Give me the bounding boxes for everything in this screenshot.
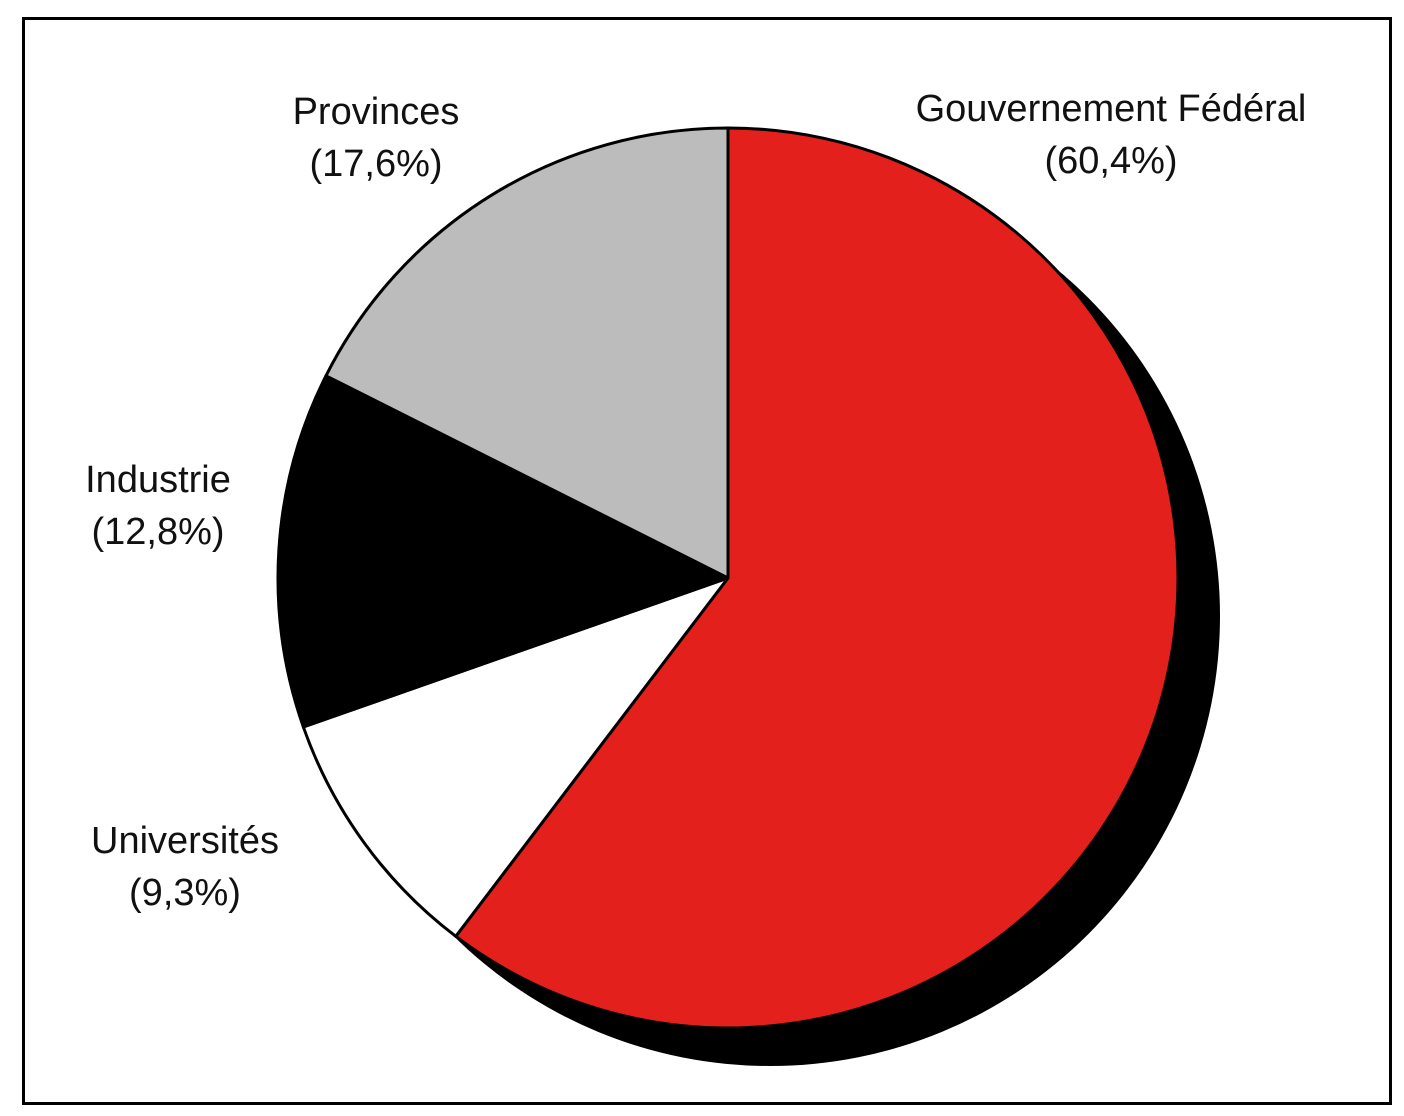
label-provinces: Provinces (17,6%): [256, 86, 496, 190]
pie-slice-universites: [301, 576, 730, 938]
slice-percent: (60,4%): [1044, 140, 1178, 182]
slice-name: Gouvernement Fédéral: [915, 88, 1307, 130]
slice-percent: (12,8%): [91, 511, 225, 553]
pie-slice-gouvernement-federal: [454, 126, 1180, 1030]
label-universites: Universités (9,3%): [70, 815, 300, 919]
slice-name: Universités: [91, 820, 279, 862]
slice-percent: (17,6%): [309, 143, 443, 185]
label-industrie: Industrie (12,8%): [58, 454, 258, 558]
slice-name: Industrie: [85, 459, 231, 501]
pie-slice-provinces: [324, 126, 730, 580]
label-gouvernement-federal: Gouvernement Fédéral (60,4%): [893, 83, 1329, 187]
slice-name: Provinces: [292, 91, 460, 133]
slice-percent: (9,3%): [129, 872, 241, 914]
pie-slice-industrie: [276, 374, 730, 729]
pie-slices: [276, 126, 1180, 1030]
